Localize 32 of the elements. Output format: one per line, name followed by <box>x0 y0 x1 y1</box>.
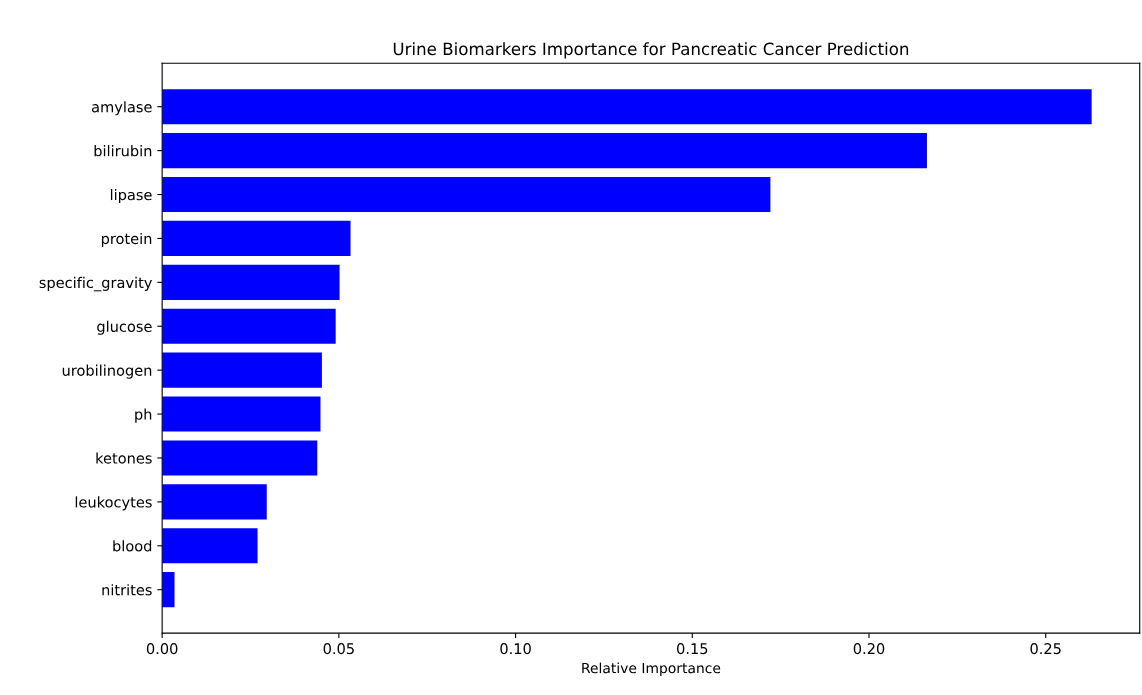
bar <box>162 352 322 388</box>
bar <box>162 440 318 476</box>
bar <box>162 89 1092 125</box>
x-tick-label: 0.10 <box>500 643 531 655</box>
y-tick-label: leukocytes <box>75 496 152 511</box>
x-tick-label: 0.00 <box>146 643 178 655</box>
x-tick-label: 0.20 <box>853 643 885 655</box>
y-tick-label: lipase <box>110 188 152 204</box>
bar <box>162 176 771 213</box>
y-tick-label: bilirubin <box>94 145 152 157</box>
bar <box>162 220 351 256</box>
y-tick-label: protein <box>101 232 152 247</box>
bar <box>162 484 267 520</box>
bar <box>162 396 321 432</box>
y-tick-label: specific_gravity <box>39 276 152 292</box>
y-tick-label: blood <box>113 540 152 552</box>
bar <box>162 308 336 344</box>
x-tick-label: 0.25 <box>1030 643 1061 655</box>
bar <box>162 528 258 564</box>
y-tick-label: glucose <box>97 320 152 335</box>
chart-title: Urine Biomarkers Importance for Pancreatic Cancer Prediction <box>393 42 909 59</box>
y-tick-label: ketones <box>96 452 152 464</box>
y-tick-label: urobilinogen <box>62 364 152 379</box>
bar <box>162 133 927 169</box>
x-tick-label: 0.05 <box>323 643 354 655</box>
x-axis-title: Relative Importance <box>582 662 721 676</box>
y-tick-label: nitrites <box>102 584 152 596</box>
x-tick-label: 0.15 <box>677 643 708 655</box>
bar <box>162 572 175 608</box>
bar <box>162 264 340 300</box>
y-tick-label: amylase <box>91 101 152 116</box>
y-tick-label: ph <box>135 408 152 423</box>
